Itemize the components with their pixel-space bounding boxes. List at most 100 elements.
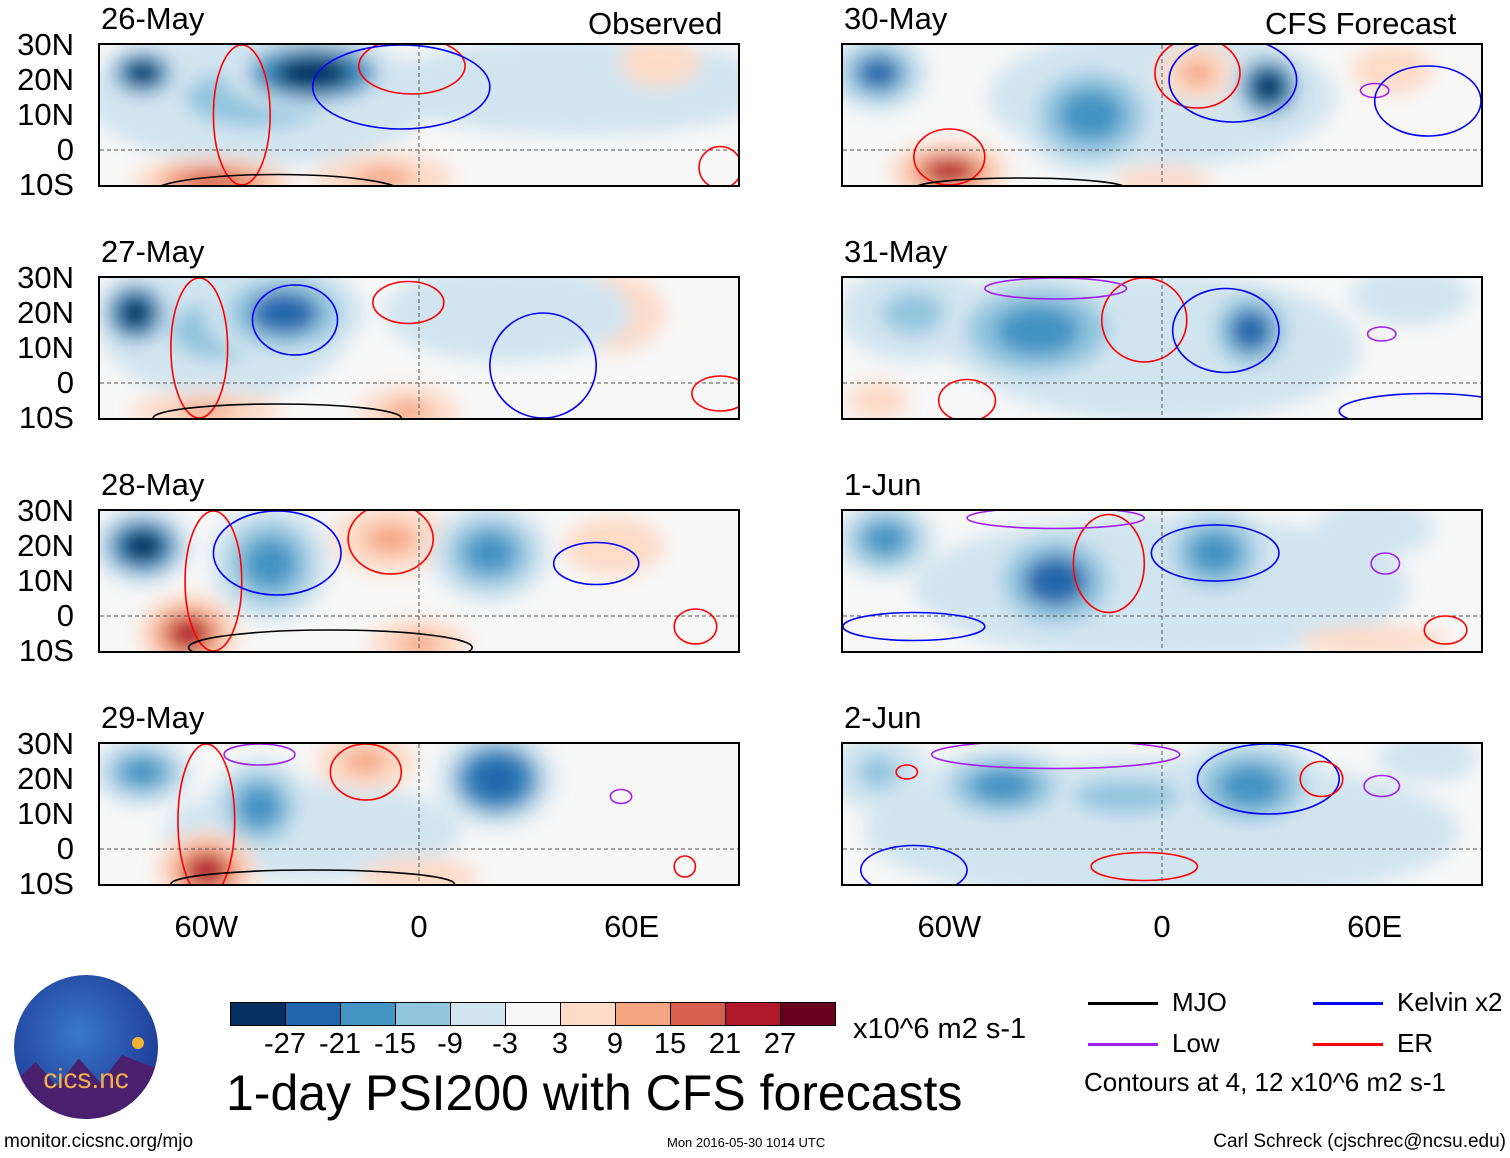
panel-date: 1-Jun: [844, 467, 922, 502]
lon-label: 60W: [174, 909, 239, 944]
psi-anomaly-blob: [864, 522, 907, 556]
psi-anomaly-blob: [1073, 779, 1180, 814]
lat-label: 20N: [17, 528, 74, 563]
map-panel: [98, 509, 740, 653]
panel-date: 29-May: [101, 700, 205, 735]
psi-anomaly-blob: [471, 758, 523, 800]
map-panel: [841, 742, 1483, 886]
low-contour: [1363, 774, 1401, 798]
lat-label: 30N: [17, 260, 74, 295]
psi-anomaly-blob: [1384, 282, 1436, 309]
low-contour: [1366, 326, 1397, 342]
kelvin-contour: [1171, 287, 1280, 374]
psi-anomaly-blob: [1059, 89, 1124, 141]
legend-line: [1313, 1043, 1383, 1046]
lat-label: 10N: [17, 563, 74, 598]
er-contour: [937, 378, 997, 418]
psi-anomaly-blob: [397, 633, 441, 651]
map-panel: [98, 43, 740, 187]
lat-label: 20N: [17, 761, 74, 796]
colorbar-swatch: [725, 1002, 781, 1026]
low-contour: [983, 278, 1128, 300]
map-panel: [841, 509, 1483, 653]
low-contour: [966, 511, 1146, 530]
panel-date: 31-May: [844, 234, 948, 269]
colorbar-swatch: [670, 1002, 726, 1026]
psi-anomaly-blob: [118, 296, 153, 330]
lat-label: 10N: [17, 796, 74, 831]
contour-note: Contours at 4, 12 x10^6 m2 s-1: [1084, 1067, 1446, 1097]
lat-label: 30N: [17, 726, 74, 761]
er-contour: [913, 128, 986, 185]
er-contour: [372, 280, 445, 325]
psi-anomaly-blob: [344, 748, 388, 775]
lon-label: 60E: [1347, 909, 1403, 944]
footer-url[interactable]: monitor.cicsnc.org/mjo: [4, 1131, 194, 1152]
colorbar-label: -21: [319, 1028, 361, 1060]
mjo-contour: [152, 403, 403, 418]
panel-date: 30-May: [844, 1, 948, 36]
lat-label: 30N: [17, 27, 74, 62]
psi-anomaly-blob: [592, 533, 636, 559]
lat-label: 10N: [17, 97, 74, 132]
map-panel: [841, 276, 1483, 420]
er-contour: [673, 608, 718, 645]
psi-anomaly-blob: [250, 292, 319, 334]
map-panel: [98, 276, 740, 420]
lat-label: 10S: [18, 866, 74, 901]
lat-label: 0: [56, 598, 74, 633]
er-contour: [347, 511, 434, 575]
er-contour: [895, 764, 919, 780]
kelvin-contour: [1150, 524, 1280, 582]
observed-label: Observed: [588, 6, 723, 41]
colorbar-label: -9: [437, 1028, 463, 1060]
kelvin-contour: [859, 844, 968, 884]
psi-anomaly-blob: [1180, 60, 1215, 86]
mjo-contour: [161, 173, 394, 185]
lat-label: 10S: [18, 167, 74, 202]
colorbar-swatch: [340, 1002, 396, 1026]
er-contour: [1423, 615, 1468, 645]
er-contour: [691, 375, 738, 412]
lat-label: 10S: [18, 633, 74, 668]
psi-anomaly-blob: [121, 529, 164, 563]
colorbar-label: 21: [708, 1028, 742, 1060]
psi-anomaly-blob: [125, 60, 160, 86]
kelvin-contour: [843, 611, 986, 642]
lon-label: 0: [1153, 909, 1171, 944]
kelvin-contour: [489, 312, 598, 418]
psi-anomaly-blob: [857, 755, 900, 789]
psi-anomaly-blob: [995, 305, 1081, 356]
kelvin-contour: [1168, 45, 1298, 123]
colorbar-label: 3: [551, 1028, 569, 1060]
colorbar-label: 9: [606, 1028, 624, 1060]
psi-anomaly-blob: [881, 292, 946, 334]
map-panel: [841, 43, 1483, 187]
legend-line: [1088, 1002, 1158, 1005]
psi-anomaly-blob: [923, 158, 975, 184]
low-contour: [930, 744, 1181, 770]
kelvin-contour: [212, 511, 342, 596]
colorbar-label: 27: [763, 1028, 797, 1060]
units-label: x10^6 m2 s-1: [853, 1013, 1027, 1045]
psi-anomaly-blob: [1349, 515, 1401, 542]
colorbar-swatch: [505, 1002, 561, 1026]
psi-anomaly-blob: [1342, 634, 1407, 647]
colorbar-label: -27: [264, 1028, 306, 1060]
psi-anomaly-blob: [1189, 532, 1241, 574]
low-contour: [609, 788, 633, 805]
er-contour: [1154, 45, 1241, 109]
panel-date: 26-May: [101, 1, 205, 36]
psi-anomaly-blob: [179, 171, 248, 185]
psi-anomaly-blob: [121, 757, 164, 787]
psi-anomaly-blob: [185, 853, 228, 884]
er-contour: [177, 744, 236, 884]
er-contour: [1072, 513, 1146, 614]
legend-label: Low: [1172, 1028, 1220, 1058]
lat-label: 20N: [17, 295, 74, 330]
colorbar-swatch: [395, 1002, 451, 1026]
er-contour: [357, 45, 466, 95]
kelvin-contour: [1338, 392, 1481, 418]
psi-anomaly-blob: [643, 52, 678, 73]
lon-label: 60E: [604, 909, 660, 944]
